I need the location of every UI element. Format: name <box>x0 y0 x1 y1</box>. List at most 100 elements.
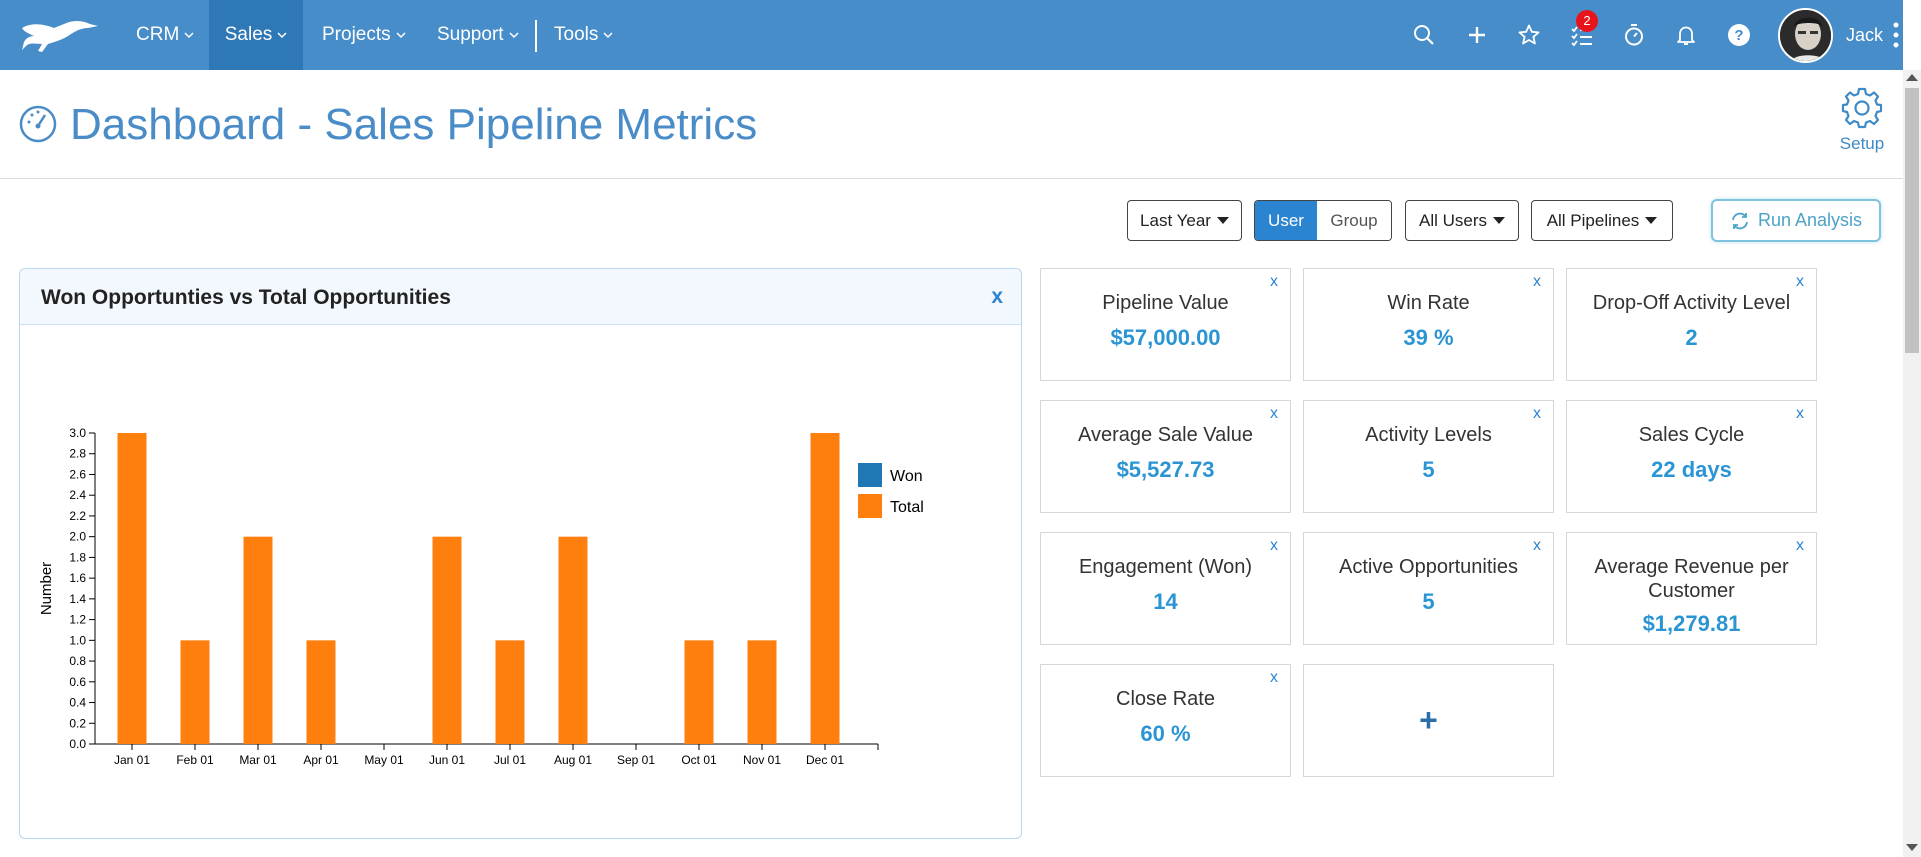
x-tick-label: Jun 01 <box>429 753 465 767</box>
kebab-menu-icon[interactable] <box>1893 20 1899 50</box>
card-label: Average Sale Value <box>1078 424 1253 446</box>
bar-total <box>306 640 336 744</box>
metric-card-active-opportunities[interactable]: x Active Opportunities 5 <box>1303 532 1554 645</box>
nav-projects[interactable]: Projects <box>322 0 406 70</box>
x-tick-label: Nov 01 <box>743 753 781 767</box>
period-dropdown[interactable]: Last Year <box>1127 200 1242 241</box>
card-close-button[interactable]: x <box>1796 405 1804 422</box>
card-close-button[interactable]: x <box>1796 537 1804 554</box>
legend-label-total: Total <box>890 499 924 516</box>
y-tick-label: 1.4 <box>69 592 86 606</box>
star-icon[interactable] <box>1517 23 1541 47</box>
bar-total <box>810 433 840 744</box>
card-value: 22 days <box>1651 457 1732 482</box>
plus-icon[interactable] <box>1465 23 1489 47</box>
metric-card-drop-off-activity-level[interactable]: x Drop-Off Activity Level 2 <box>1566 268 1817 381</box>
card-label: Drop-Off Activity Level <box>1592 292 1791 314</box>
scrollbar-thumb[interactable] <box>1905 88 1919 353</box>
card-value: $57,000.00 <box>1110 325 1221 350</box>
y-tick-label: 1.8 <box>69 550 86 564</box>
card-close-button[interactable]: x <box>1270 537 1278 554</box>
setup-button[interactable]: Setup <box>1830 86 1894 154</box>
metric-card-win-rate[interactable]: x Win Rate 39 % <box>1303 268 1554 381</box>
card-close-button[interactable]: x <box>1270 669 1278 686</box>
card-close-button[interactable]: x <box>1796 273 1804 290</box>
gear-icon <box>1841 87 1883 129</box>
card-value: 60 % <box>1140 721 1191 746</box>
metric-card-close-rate[interactable]: x Close Rate 60 % <box>1040 664 1291 777</box>
chevron-down-icon <box>184 32 194 39</box>
y-tick-label: 2.6 <box>69 467 86 481</box>
nav-support[interactable]: Support <box>437 0 519 70</box>
nav-tools-label: Tools <box>554 24 599 45</box>
metric-card-average-sale-value[interactable]: x Average Sale Value $5,527.73 <box>1040 400 1291 513</box>
dashboard-gauge-icon <box>19 105 57 143</box>
bar-chart: 0.0 0.2 0.4 0.6 0.8 1.0 1.2 1.4 1.6 1.8 2.0 2.2 2.4 2… <box>38 426 924 767</box>
card-close-button[interactable]: x <box>1270 405 1278 422</box>
x-tick-label: Dec 01 <box>806 753 844 767</box>
bar-total <box>495 640 525 744</box>
avatar[interactable] <box>1778 8 1833 63</box>
bar-total <box>180 640 210 744</box>
bar-total <box>117 433 147 744</box>
period-dropdown-label: Last Year <box>1140 210 1211 230</box>
nav-crm[interactable]: CRM <box>136 0 194 70</box>
y-tick-label: 1.6 <box>69 571 86 585</box>
card-label: Average Revenue per Customer <box>1594 556 1789 602</box>
y-tick-label: 2.8 <box>69 447 86 461</box>
toggle-user[interactable]: User <box>1255 201 1317 240</box>
metric-card-activity-levels[interactable]: x Activity Levels 5 <box>1303 400 1554 513</box>
x-tick-label: Oct 01 <box>681 753 717 767</box>
card-close-button[interactable]: x <box>1270 273 1278 290</box>
card-close-button[interactable]: x <box>1533 405 1541 422</box>
run-analysis-button[interactable]: Run Analysis <box>1711 199 1881 242</box>
y-tick-label: 2.2 <box>69 509 86 523</box>
toggle-group[interactable]: Group <box>1317 201 1391 240</box>
user-group-toggle[interactable]: User Group <box>1254 200 1392 241</box>
x-tick-label: Jul 01 <box>494 753 526 767</box>
metric-card-pipeline-value[interactable]: x Pipeline Value $57,000.00 <box>1040 268 1291 381</box>
pipelines-dropdown[interactable]: All Pipelines <box>1531 200 1673 241</box>
y-tick-label: 2.0 <box>69 530 86 544</box>
bell-icon[interactable] <box>1674 23 1698 47</box>
scroll-down-arrow-icon[interactable] <box>1906 844 1918 851</box>
users-dropdown[interactable]: All Users <box>1405 200 1519 241</box>
user-name[interactable]: Jack <box>1846 25 1884 45</box>
bar-total <box>243 536 273 744</box>
y-tick-label: 0.0 <box>69 737 86 751</box>
chart-close-button[interactable]: x <box>991 285 1003 308</box>
metric-card-engagement-won[interactable]: x Engagement (Won) 14 <box>1040 532 1291 645</box>
metric-card-sales-cycle[interactable]: x Sales Cycle 22 days <box>1566 400 1817 513</box>
nav-tools[interactable]: Tools <box>554 0 613 70</box>
x-tick-label: Apr 01 <box>303 753 339 767</box>
card-label: Activity Levels <box>1365 424 1492 446</box>
svg-text:?: ? <box>1734 27 1743 44</box>
add-metric-plus-icon: + <box>1419 702 1438 738</box>
add-metric-card-button[interactable]: + <box>1303 664 1554 777</box>
card-close-button[interactable]: x <box>1533 273 1541 290</box>
nav-sales[interactable]: Sales <box>209 0 303 70</box>
legend-swatch-won <box>858 463 882 487</box>
scroll-up-arrow-icon[interactable] <box>1906 74 1918 81</box>
users-dropdown-label: All Users <box>1418 210 1487 230</box>
bar-total <box>432 536 462 744</box>
y-tick-label: 0.4 <box>69 696 86 710</box>
search-icon[interactable] <box>1412 23 1436 47</box>
card-value: $5,527.73 <box>1116 457 1215 482</box>
card-value: 14 <box>1153 589 1178 614</box>
metric-card-average-revenue-per-customer[interactable]: x Average Revenue per Customer $1,279.81 <box>1566 532 1817 645</box>
card-value: 5 <box>1422 457 1435 482</box>
chart-title: Won Opportunties vs Total Opportunities <box>41 286 451 309</box>
legend-label-won: Won <box>890 468 923 485</box>
card-label: Win Rate <box>1387 292 1470 314</box>
header-divider <box>0 178 1903 179</box>
setup-label: Setup <box>1839 134 1885 153</box>
card-close-button[interactable]: x <box>1533 537 1541 554</box>
help-icon[interactable]: ? <box>1727 23 1751 47</box>
timer-icon[interactable] <box>1622 23 1646 47</box>
nav-projects-label: Projects <box>322 24 391 45</box>
x-tick-label: Jan 01 <box>114 753 150 767</box>
logo-icon[interactable] <box>18 14 100 56</box>
refresh-icon <box>1732 212 1748 229</box>
card-value: $1,279.81 <box>1642 611 1741 636</box>
